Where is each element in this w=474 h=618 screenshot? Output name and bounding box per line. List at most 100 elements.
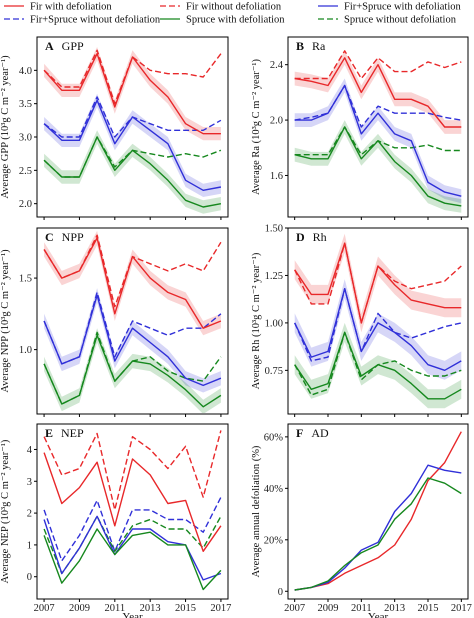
panel-letter: B	[296, 39, 304, 53]
y-axis-label: Average Ra (10³g C m⁻² year⁻¹)	[251, 58, 262, 195]
series-line-fir-with-defoliation	[294, 242, 462, 324]
panel-letter: D	[296, 230, 305, 244]
series-line-fir-spruce-with-defoliation	[43, 99, 222, 192]
legend-item-spruce-without-defoliation: Spruce without defoliation	[318, 15, 457, 26]
series-line-fir-with-defoliation	[43, 53, 221, 135]
series-line-spruce-with-defoliation	[294, 126, 462, 207]
panel-title: B Ra	[296, 39, 326, 53]
series-line-fir-spruce-with-defoliation	[294, 464, 462, 591]
series-layer	[294, 50, 462, 213]
panel-ra: 1.6 2.0 2.4 Average Ra (10³g C m⁻² year⁻¹) B…	[251, 36, 469, 220]
y-tick-label: 2.5	[19, 166, 32, 177]
plot-frame	[36, 227, 229, 415]
series-line-spruce-with-defoliation	[294, 477, 462, 591]
x-axis-label: Year	[122, 611, 143, 618]
x-tick-label: 2011	[105, 603, 126, 614]
x-tick-label: 2009	[318, 603, 339, 614]
uncertainty-band-fir-with-defoliation	[44, 47, 221, 141]
uncertainty-band-fir-spruce-with-defoliation	[44, 288, 221, 393]
y-tick-label: 2.0	[19, 199, 32, 210]
series-line-fir-spruce-without-defoliation	[43, 496, 222, 562]
y-tick-label: 1.00	[265, 318, 283, 329]
series-line-fir-without-defoliation	[43, 49, 222, 105]
panel-nep: 0 1 2 3 4 2007 2009 2011 2013 2015 2017 Year Average…	[0, 423, 231, 618]
series-line-fir-without-defoliation	[43, 430, 222, 511]
legend-label: Fir+Spruce without defoliation	[30, 15, 161, 26]
legend-label: Spruce with defoliation	[186, 15, 285, 26]
panel-gpp: 2.0 2.5 3.0 3.5 4.0 Average GPP (10³g C m⁻² y…	[0, 36, 229, 220]
y-tick-label: 4.0	[19, 66, 32, 77]
plot-frame	[36, 423, 229, 600]
y-axis-label: Average GPP (10³g C m⁻² year⁻¹)	[0, 55, 11, 199]
y-tick-label: 2.0	[270, 116, 283, 127]
series-line-spruce-with-defoliation	[43, 334, 222, 408]
x-tick-label: 2013	[384, 603, 405, 614]
y-tick-label: 4	[27, 445, 33, 456]
plot-frame	[287, 36, 469, 218]
panels: 2.0 2.5 3.0 3.5 4.0 Average GPP (10³g C m⁻² y…	[0, 36, 472, 618]
panel-ad: 0 20% 40% 60% 2007 2009 2011 2013 2015 2017 Year Av…	[251, 423, 472, 618]
panel-title: A GPP	[45, 39, 84, 53]
y-tick-label: 1	[27, 540, 32, 551]
legend: Fir with defoliation Fir without defoliat…	[4, 2, 461, 26]
panel-letter: F	[296, 426, 303, 440]
y-tick-label: 1.5	[19, 274, 32, 285]
panel-title: F AD	[296, 426, 329, 440]
y-tick-label: 3	[27, 477, 32, 488]
x-tick-label: 2017	[210, 603, 231, 614]
series-layer	[294, 233, 462, 409]
series-line-fir-spruce-with-defoliation	[294, 84, 462, 197]
panel-title-text: NPP	[62, 230, 84, 244]
y-tick-label: 3.0	[19, 133, 32, 144]
x-tick-label: 2015	[418, 603, 439, 614]
x-tick-label: 2009	[69, 603, 90, 614]
x-axis-label: Year	[368, 611, 389, 618]
panel-letter: E	[45, 426, 53, 440]
uncertainty-band-fir-with-defoliation	[44, 230, 221, 336]
series-line-fir-spruce-with-defoliation	[43, 294, 222, 387]
uncertainty-band-spruce-with-defoliation	[294, 120, 462, 213]
y-tick-label: 2.4	[270, 60, 284, 71]
x-tick-label: 2007	[284, 603, 305, 614]
series-line-fir-spruce-with-defoliation	[43, 515, 222, 581]
panel-title-text: Rh	[313, 230, 327, 244]
y-axis-label: Average NEP (10³g C m⁻² year⁻¹)	[0, 439, 11, 583]
y-tick-label: 1.6	[270, 171, 283, 182]
series-line-fir-with-defoliation	[294, 431, 462, 591]
legend-label: Spruce without defoliation	[344, 15, 457, 26]
panel-rh: 0.75 1.00 1.25 1.50 Average Rh (10³g C m⁻² y…	[251, 224, 469, 417]
series-layer	[43, 430, 222, 591]
y-tick-label: 60%	[264, 432, 284, 443]
y-axis-label: Average annual defoliation (%)	[251, 445, 262, 577]
uncertainty-band-spruce-with-defoliation	[44, 328, 221, 413]
x-tick-label: 2011	[351, 603, 372, 614]
plot-frame	[287, 423, 469, 600]
panel-title: C NPP	[45, 230, 84, 244]
panel-letter: C	[45, 230, 54, 244]
series-line-spruce-with-defoliation	[43, 136, 222, 208]
panel-letter: A	[45, 39, 54, 53]
legend-item-fir-with-defoliation: Fir with defoliation	[4, 2, 112, 13]
legend-label: Fir with defoliation	[30, 2, 112, 13]
series-line-fir-spruce-without-defoliation	[294, 288, 462, 362]
plot-frame	[287, 227, 469, 415]
y-axis-label: Average Rh (10³g C m⁻² year⁻¹)	[251, 252, 262, 389]
x-tick-label: 2007	[34, 603, 55, 614]
uncertainty-band-spruce-with-defoliation	[44, 130, 221, 214]
series-layer	[43, 47, 222, 214]
plot-frame	[36, 36, 229, 218]
series-line-fir-without-defoliation	[294, 242, 462, 324]
x-tick-label: 2017	[451, 603, 472, 614]
y-tick-label: 40%	[264, 484, 284, 495]
y-tick-label: 0.75	[265, 366, 283, 377]
y-tick-label: 0	[27, 572, 32, 583]
y-tick-label: 1.50	[265, 224, 283, 235]
panel-npp: 1.0 1.5 Average NPP (10³g C m⁻² year⁻¹) C NP…	[0, 227, 229, 417]
uncertainty-band-fir-with-defoliation	[294, 233, 462, 333]
y-axis-label: Average NPP (10³g C m⁻² year⁻¹)	[0, 249, 11, 393]
series-line-fir-without-defoliation	[294, 50, 462, 80]
panel-title-text: GPP	[62, 39, 84, 53]
legend-item-spruce-with-defoliation: Spruce with defoliation	[160, 15, 285, 26]
x-tick-label: 2015	[175, 603, 196, 614]
